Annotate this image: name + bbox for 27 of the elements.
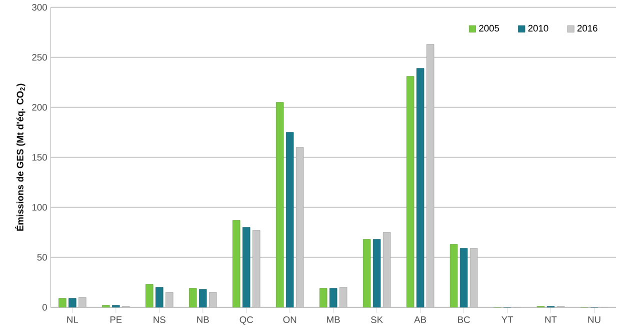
bar <box>68 298 76 308</box>
y-tick-label: 100 <box>32 204 47 211</box>
y-tick-label: 0 <box>42 304 47 311</box>
x-tick-label: NL <box>67 316 78 323</box>
x-tick-label: NT <box>545 316 557 323</box>
y-tick-label: 250 <box>32 54 47 61</box>
x-tick-label: SK <box>371 316 383 323</box>
y-tick-label: 200 <box>32 104 47 111</box>
x-tick-label: ON <box>283 316 296 323</box>
x-tick-label: YT <box>502 316 514 323</box>
x-tick-label: BC <box>458 316 470 323</box>
y-tick-label: 150 <box>32 154 47 161</box>
x-tick-label: MB <box>327 316 340 323</box>
legend-label: 2010 <box>528 24 548 32</box>
legend-label: 2016 <box>577 24 598 32</box>
x-tick-label: AB <box>414 316 426 323</box>
x-tick-label: NB <box>197 316 209 323</box>
x-tick-label: NU <box>588 316 600 323</box>
bar <box>78 297 86 308</box>
x-tick-label: PE <box>110 316 122 323</box>
y-tick-label: 50 <box>37 254 47 261</box>
bar <box>58 298 66 308</box>
x-tick-label: QC <box>240 316 253 325</box>
y-tick-label: 300 <box>32 4 47 11</box>
y-axis-title: Émissions de GES (Mt d'éq. CO$_{2}$) <box>15 84 26 231</box>
legend-label: 2005 <box>479 24 500 32</box>
x-tick-label: NS <box>154 316 166 323</box>
